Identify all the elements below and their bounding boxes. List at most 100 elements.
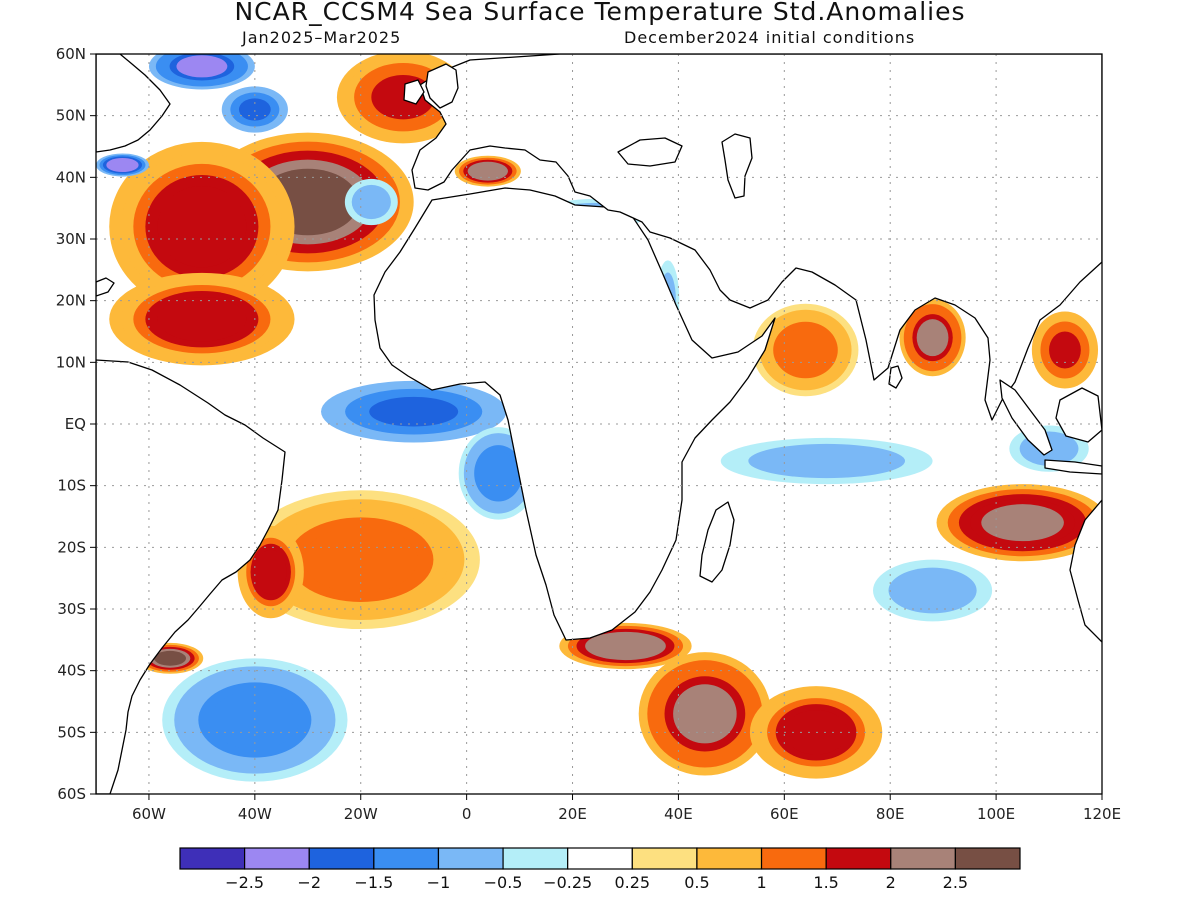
- anomaly-feature: [96, 153, 149, 177]
- anomaly-feature: [321, 380, 507, 443]
- anomaly-contour: [916, 319, 949, 357]
- anomaly-feature: [936, 484, 1102, 562]
- lon-tick-label: 120E: [1083, 805, 1121, 823]
- lon-tick-label: 100E: [977, 805, 1015, 823]
- south-america-land: [96, 359, 286, 794]
- colorbar-label: 0.5: [684, 873, 710, 892]
- lat-tick-label: 40N: [56, 168, 86, 186]
- anomaly-contour: [238, 98, 271, 121]
- colorbar-label: −0.25: [543, 873, 593, 892]
- sumatra-land: [999, 379, 1053, 456]
- anomaly-feature: [899, 299, 966, 377]
- anomaly-contour: [358, 190, 385, 214]
- anomaly-feature: [454, 155, 521, 187]
- colorbar-label: −0.5: [483, 873, 523, 892]
- colorbar-swatch: [567, 847, 633, 870]
- anomaly-feature: [344, 178, 398, 226]
- anomaly-feature: [148, 54, 255, 90]
- anomaly-layer: [96, 54, 1102, 782]
- colorbar-swatch: [373, 847, 440, 870]
- anomaly-feature: [720, 437, 933, 485]
- colorbar-swatch: [437, 847, 504, 870]
- caribbean-land: [96, 277, 115, 297]
- lon-tick-label: 60W: [132, 805, 166, 823]
- lon-tick-label: 80E: [876, 805, 905, 823]
- colorbar-swatch: [502, 847, 569, 870]
- lat-tick-label: 40S: [57, 662, 86, 680]
- anomaly-contour: [154, 650, 187, 666]
- anomaly-feature: [638, 652, 772, 776]
- colorbar-label: −1.5: [354, 873, 394, 892]
- eurasia-land: [411, 54, 1102, 421]
- africa-land: [373, 187, 776, 641]
- australia-land: [1069, 499, 1102, 643]
- anomaly-feature: [873, 559, 993, 622]
- graticule: [96, 54, 1102, 794]
- anomaly-contour: [254, 549, 287, 595]
- lat-tick-label: 20N: [56, 292, 86, 310]
- borneo-land: [1055, 387, 1102, 443]
- anomaly-contour: [780, 327, 831, 373]
- colorbar-label: 1: [756, 873, 767, 892]
- colorbar-swatch: [631, 847, 698, 870]
- lon-tick-label: 0: [462, 805, 472, 823]
- initial-conditions-note: December2024 initial conditions: [624, 28, 916, 47]
- anomaly-contour: [471, 163, 504, 179]
- lat-tick-label: 60S: [57, 785, 86, 803]
- lon-tick-label: 40E: [664, 805, 693, 823]
- anomaly-contour: [157, 296, 247, 342]
- lat-tick-label: 10N: [56, 353, 86, 371]
- colorbar-label: 1.5: [813, 873, 839, 892]
- anomaly-feature: [109, 272, 295, 366]
- colorbar-swatch: [890, 847, 956, 870]
- anomaly-feature: [1031, 311, 1099, 389]
- colorbar-label: 2.5: [942, 873, 969, 892]
- black-sea-water: [617, 137, 683, 167]
- axis-ticks: 60N 50N 40N 30N 20N 10N EQ 10S 20S 30S 40S 50S 60S 60…: [56, 45, 1121, 823]
- colorbar-swatch: [308, 847, 375, 870]
- anomaly-contour: [479, 451, 518, 496]
- sri-lanka-land: [888, 365, 903, 389]
- lon-tick-label: 20W: [344, 805, 378, 823]
- anomaly-feature: [752, 303, 859, 397]
- anomaly-contour: [1049, 331, 1081, 369]
- anomaly-contour: [593, 634, 658, 658]
- java-land: [1044, 459, 1102, 475]
- anomaly-contour: [369, 396, 459, 427]
- lon-tick-label: 60E: [770, 805, 799, 823]
- anomaly-contour: [176, 55, 228, 78]
- anomaly-contour: [981, 504, 1064, 542]
- colorbar-swatch: [179, 847, 246, 870]
- lat-tick-label: 20S: [57, 538, 86, 556]
- colorbar-label: −2.5: [225, 873, 265, 892]
- lon-tick-label: 40W: [238, 805, 272, 823]
- colorbar: [179, 847, 1021, 870]
- colorbar-label: 2: [885, 873, 896, 892]
- lon-tick-label: 20E: [558, 805, 587, 823]
- anomaly-contour: [673, 684, 737, 744]
- colorbar-swatch: [244, 847, 310, 870]
- ireland-land: [403, 79, 425, 105]
- map-plot-area: [96, 54, 1102, 794]
- colorbar-label: −2: [297, 873, 322, 892]
- colorbar-swatch: [825, 847, 892, 870]
- lat-tick-label: EQ: [65, 415, 86, 433]
- forecast-period: Jan2025–Mar2025: [242, 28, 402, 47]
- colorbar-swatch: [760, 847, 827, 870]
- anomaly-feature: [109, 141, 295, 312]
- colorbar-swatch: [696, 847, 763, 870]
- caspian-sea-water: [721, 133, 753, 199]
- anomaly-contour: [157, 185, 247, 268]
- madagascar-land: [699, 501, 735, 583]
- lat-tick-label: 10S: [57, 477, 86, 495]
- lat-tick-label: 60N: [56, 45, 86, 63]
- lat-tick-label: 30N: [56, 230, 86, 248]
- lat-tick-label: 50N: [56, 107, 86, 125]
- uk-land: [425, 63, 459, 109]
- map-title: NCAR_CCSM4 Sea Surface Temperature Std.A…: [234, 0, 966, 26]
- anomaly-contour: [109, 159, 136, 171]
- colorbar-label: −1: [426, 873, 451, 892]
- lat-tick-label: 30S: [57, 600, 86, 618]
- colorbar-label: 0.25: [614, 873, 651, 892]
